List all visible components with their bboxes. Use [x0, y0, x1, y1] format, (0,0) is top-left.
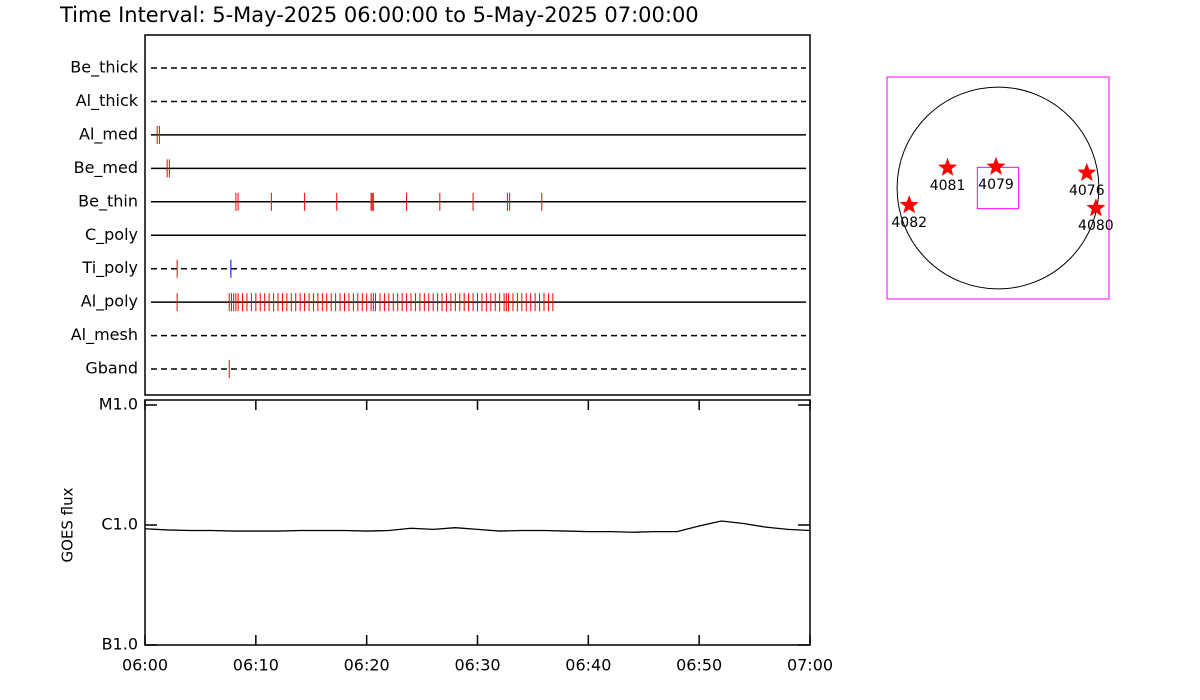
- y-tick-label: M1.0: [99, 395, 138, 414]
- y-tick-label: B1.0: [102, 635, 138, 654]
- row-label: Al_mesh: [71, 325, 138, 345]
- active-region: [986, 156, 1006, 175]
- row-label: Gband: [85, 359, 138, 378]
- x-tick-label: 06:00: [122, 656, 168, 675]
- chart-title: Time Interval: 5-May-2025 06:00:00 to 5-…: [59, 3, 699, 27]
- y-axis-label: GOES flux: [59, 487, 77, 562]
- x-tick-label: 06:20: [344, 656, 390, 675]
- row-label: Be_med: [74, 158, 138, 178]
- y-tick-label: C1.0: [101, 515, 138, 534]
- x-tick-label: 06:40: [565, 656, 611, 675]
- panel-frame: [144, 34, 811, 396]
- row-label: Be_thin: [78, 191, 138, 211]
- active-region: [1086, 198, 1106, 217]
- region-label: 4081: [930, 178, 966, 194]
- row-label: Al_poly: [81, 292, 138, 312]
- row-label: Al_thick: [76, 91, 139, 111]
- row-label: Al_med: [79, 124, 138, 144]
- flux-line: [144, 520, 811, 533]
- x-tick-label: 06:30: [454, 656, 500, 675]
- row-label: C_poly: [85, 225, 138, 245]
- x-tick-label: 07:00: [787, 656, 833, 675]
- panel-frame: [144, 399, 811, 646]
- map-frame: [886, 76, 1110, 300]
- x-tick-label: 06:50: [676, 656, 722, 675]
- row-label: Be_thick: [70, 58, 138, 78]
- row-label: Ti_poly: [81, 258, 138, 278]
- active-region: [1077, 162, 1097, 181]
- region-label: 4082: [891, 215, 927, 231]
- region-label: 4079: [978, 177, 1014, 193]
- active-region: [938, 157, 958, 176]
- solar-disk: [896, 86, 1100, 290]
- region-label: 4080: [1078, 218, 1114, 234]
- active-region: [899, 195, 919, 214]
- x-tick-label: 06:10: [233, 656, 279, 675]
- region-label: 4076: [1069, 183, 1105, 199]
